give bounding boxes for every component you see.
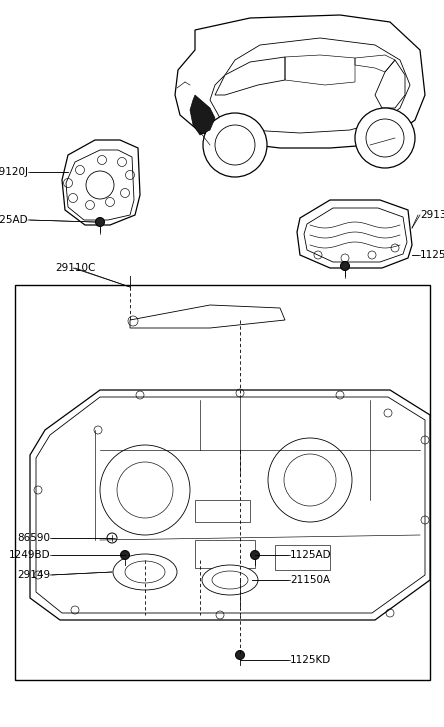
Circle shape <box>355 108 415 168</box>
Text: 29110C: 29110C <box>55 263 95 273</box>
Ellipse shape <box>113 554 177 590</box>
Polygon shape <box>215 57 285 95</box>
Polygon shape <box>175 15 425 148</box>
Bar <box>275 545 330 570</box>
Bar <box>195 500 250 522</box>
Circle shape <box>341 262 349 270</box>
Circle shape <box>96 218 104 226</box>
Bar <box>15 285 430 680</box>
Text: 1125AD: 1125AD <box>420 250 444 260</box>
Circle shape <box>95 217 104 227</box>
Polygon shape <box>375 60 405 108</box>
Circle shape <box>203 113 267 177</box>
Text: 21150A: 21150A <box>290 575 330 585</box>
Text: 1125AD: 1125AD <box>290 550 332 560</box>
Text: 1125KD: 1125KD <box>290 655 331 665</box>
Text: 1249BD: 1249BD <box>8 550 50 560</box>
Polygon shape <box>190 95 215 135</box>
Circle shape <box>120 550 130 560</box>
Text: 29120J: 29120J <box>0 167 28 177</box>
Circle shape <box>235 651 245 659</box>
Ellipse shape <box>202 565 258 595</box>
Polygon shape <box>62 140 140 225</box>
Text: 86590: 86590 <box>17 533 50 543</box>
Polygon shape <box>30 390 430 620</box>
Circle shape <box>250 550 259 560</box>
Circle shape <box>341 262 349 270</box>
Text: 29149: 29149 <box>17 570 50 580</box>
Polygon shape <box>297 200 412 268</box>
Bar <box>195 540 255 568</box>
Text: 29130K: 29130K <box>420 210 444 220</box>
Text: 1125AD: 1125AD <box>0 215 28 225</box>
